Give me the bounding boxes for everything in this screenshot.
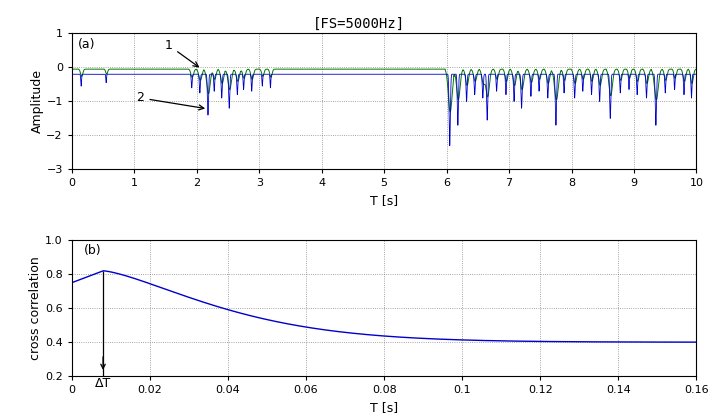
- Y-axis label: cross correlation: cross correlation: [29, 256, 42, 360]
- X-axis label: T [s]: T [s]: [370, 194, 398, 207]
- Text: 1: 1: [164, 39, 198, 67]
- X-axis label: T [s]: T [s]: [370, 401, 398, 414]
- Text: 2: 2: [136, 92, 204, 110]
- Y-axis label: Amplitude: Amplitude: [30, 69, 44, 133]
- Text: ΔT: ΔT: [95, 377, 111, 390]
- Text: (a): (a): [78, 38, 95, 51]
- Text: (b): (b): [84, 244, 102, 257]
- Text: [FS=5000Hz]: [FS=5000Hz]: [313, 17, 405, 31]
